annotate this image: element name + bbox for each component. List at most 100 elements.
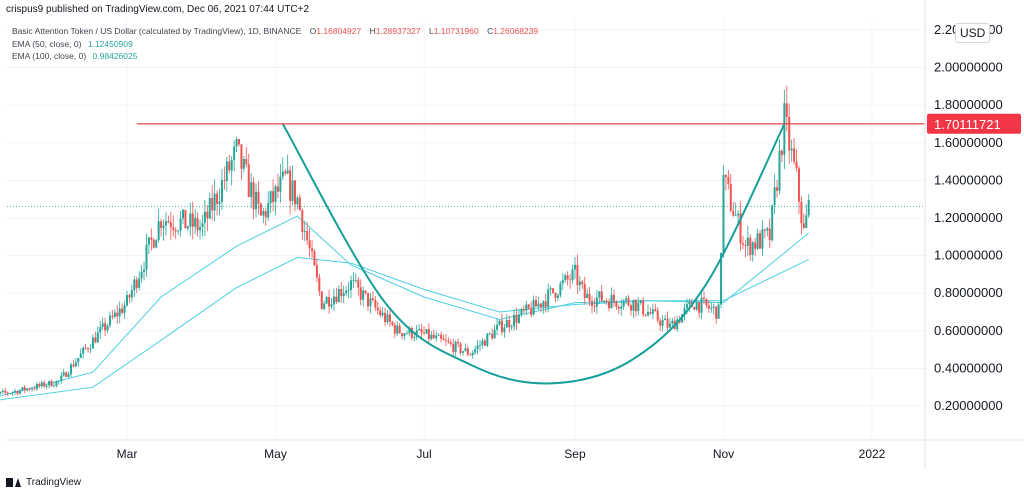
candle-body bbox=[177, 230, 180, 232]
candle-body bbox=[354, 280, 357, 281]
candle-body bbox=[179, 218, 182, 231]
candle-body bbox=[301, 210, 304, 233]
candle-body bbox=[659, 320, 662, 326]
candle-body bbox=[649, 312, 652, 314]
candle-body bbox=[203, 211, 206, 224]
candle-body bbox=[48, 381, 51, 386]
candle-body bbox=[449, 342, 452, 344]
ema50-legend-row[interactable]: EMA (50, close, 0) 1.12450909 bbox=[12, 39, 133, 49]
candle-body bbox=[196, 217, 199, 231]
candle-body bbox=[0, 391, 2, 394]
candle-body bbox=[515, 314, 518, 323]
candle-body bbox=[561, 280, 564, 284]
candle-body bbox=[734, 215, 737, 217]
candle-body bbox=[208, 198, 211, 219]
candle-body bbox=[65, 372, 68, 377]
candle-body bbox=[113, 312, 116, 317]
symbol-title: Basic Attention Token / US Dollar (calcu… bbox=[12, 26, 302, 36]
candle-body bbox=[559, 283, 562, 296]
candle-body bbox=[756, 233, 759, 249]
candle-body bbox=[369, 298, 372, 307]
candle-body bbox=[77, 358, 80, 363]
candle-body bbox=[257, 191, 260, 204]
candle-body bbox=[469, 354, 472, 356]
candle-body bbox=[303, 231, 306, 233]
candle-body bbox=[279, 176, 282, 192]
candle-body bbox=[474, 348, 477, 353]
candle-body bbox=[564, 275, 567, 281]
candle-body bbox=[724, 174, 727, 177]
candle-body bbox=[160, 221, 163, 228]
candle-body bbox=[220, 180, 223, 202]
candle-body bbox=[486, 333, 489, 346]
candle-body bbox=[381, 312, 384, 316]
candle-body bbox=[320, 291, 323, 309]
candle-body bbox=[440, 334, 443, 339]
candle-body bbox=[313, 251, 316, 266]
high-value: 1.28937327 bbox=[375, 26, 421, 36]
candle-body bbox=[661, 320, 664, 326]
candle-body bbox=[552, 288, 555, 293]
candle-body bbox=[505, 320, 508, 328]
candle-body bbox=[70, 364, 73, 375]
candle-body bbox=[38, 384, 41, 386]
candle-body bbox=[308, 240, 311, 249]
candle-body bbox=[727, 176, 730, 184]
candle-body bbox=[99, 327, 102, 333]
candle-body bbox=[45, 385, 48, 387]
candle-body bbox=[476, 345, 479, 349]
candle-body bbox=[569, 279, 572, 281]
candle-body bbox=[408, 327, 411, 334]
candle-body bbox=[554, 292, 557, 298]
candle-body bbox=[155, 240, 158, 248]
candle-body bbox=[289, 170, 292, 201]
candle-body bbox=[169, 222, 172, 228]
resistance-price-tag-label: 1.70111721 bbox=[934, 117, 1001, 132]
candle-body bbox=[737, 213, 740, 216]
candle-body bbox=[664, 318, 667, 321]
candle-body bbox=[759, 233, 762, 249]
y-tick-label: 1.80000000 bbox=[934, 97, 1003, 112]
candle-body bbox=[367, 292, 370, 307]
candle-body bbox=[281, 171, 284, 177]
candle-body bbox=[634, 299, 637, 312]
candle-body bbox=[688, 302, 691, 305]
candle-body bbox=[739, 213, 742, 244]
candle-body bbox=[43, 382, 46, 387]
ema100-legend-row[interactable]: EMA (100, close, 0) 0.98426025 bbox=[12, 51, 137, 61]
candle-body bbox=[693, 307, 696, 310]
candle-body bbox=[347, 290, 350, 291]
candle-body bbox=[147, 237, 150, 245]
candle-body bbox=[55, 381, 58, 386]
candle-body bbox=[578, 281, 581, 286]
currency-button[interactable]: USD bbox=[955, 23, 991, 43]
candle-body bbox=[4, 390, 7, 393]
candle-body bbox=[493, 329, 496, 339]
candle-body bbox=[172, 227, 175, 231]
candle-body bbox=[530, 308, 533, 315]
candle-body bbox=[620, 306, 623, 309]
candle-body bbox=[707, 305, 710, 309]
y-tick-label: 1.00000000 bbox=[934, 248, 1003, 263]
candle-body bbox=[28, 388, 31, 390]
x-tick-label: Mar bbox=[117, 447, 138, 461]
high-label: H bbox=[369, 26, 376, 36]
candle-body bbox=[230, 159, 233, 171]
candle-body bbox=[795, 161, 798, 169]
candle-body bbox=[325, 297, 328, 304]
candle-body bbox=[632, 299, 635, 311]
candle-body bbox=[398, 325, 401, 334]
candle-body bbox=[586, 293, 589, 298]
ema100-label: EMA (100, close, 0) bbox=[12, 51, 87, 61]
ema50-label: EMA (50, close, 0) bbox=[12, 39, 82, 49]
ohlc-readout: O1.16804927 H1.28937327 L1.10731960 C1.2… bbox=[304, 26, 538, 36]
candle-body bbox=[225, 161, 228, 181]
candle-body bbox=[710, 307, 713, 309]
x-tick-label: Nov bbox=[713, 447, 734, 461]
candle-body bbox=[785, 103, 788, 117]
candle-body bbox=[52, 385, 55, 387]
candle-body bbox=[746, 237, 749, 246]
candle-body bbox=[729, 183, 732, 211]
candle-body bbox=[425, 329, 428, 334]
